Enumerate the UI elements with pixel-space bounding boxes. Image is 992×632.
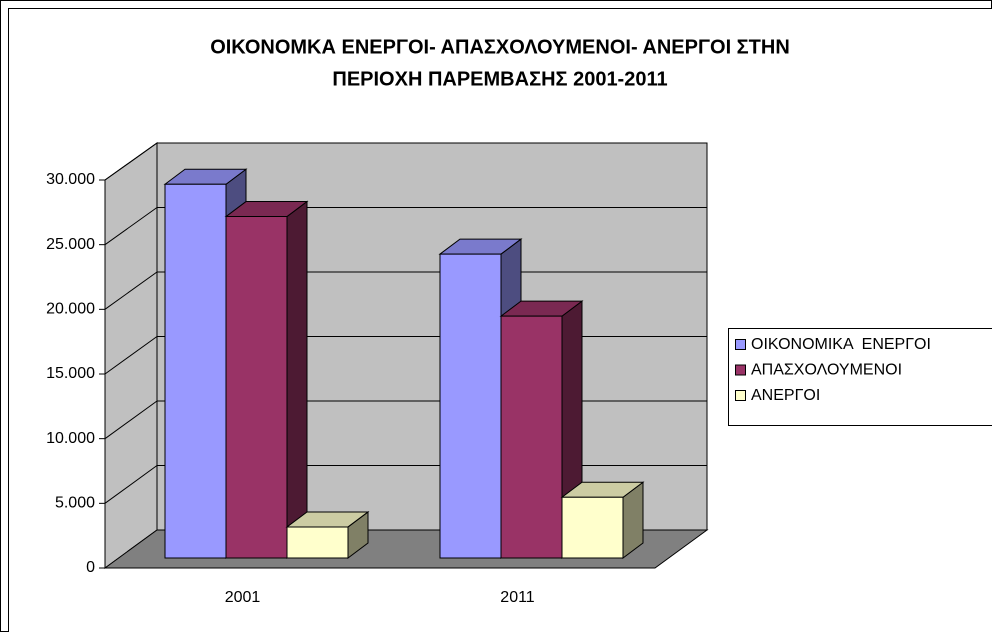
legend-swatch — [735, 364, 746, 376]
bar-front — [561, 496, 624, 559]
chart-title: ΟΙΚΟΝΟΜΚΑ ΕΝΕΡΓΟΙ- ΑΠΑΣΧΟΛΟΥΜΕΝΟΙ- ΑΝΕΡΓ… — [210, 36, 790, 58]
grid-line — [104, 400, 158, 440]
grid-line — [104, 336, 158, 375]
bar-front — [225, 216, 288, 559]
bar — [560, 481, 645, 559]
legend-label: ΟΙΚΟΝΟΜΙΚΑ ΕΝΕΡΓΟΙ — [751, 336, 931, 353]
chart-title: ΠΕΡΙΟΧΗ ΠΑΡΕΜΒΑΣΗΣ 2001-2011 — [332, 68, 667, 90]
legend-label: ΑΝΕΡΓΟΙ — [751, 387, 820, 404]
legend-swatch — [735, 390, 746, 401]
bar-front — [500, 315, 563, 559]
bar-front — [286, 526, 349, 559]
bar-front — [439, 253, 502, 559]
grid-line — [104, 142, 158, 181]
x-tick-label: 2001 — [225, 589, 261, 606]
bar-front — [164, 183, 227, 559]
x-tick-label: 2011 — [500, 589, 535, 606]
grid-line — [104, 271, 158, 310]
y-tick-label: 0 — [86, 559, 95, 576]
legend — [728, 328, 992, 426]
y-tick-label: 20.000 — [46, 301, 95, 318]
bar-side — [286, 200, 308, 559]
y-tick-label: 30.000 — [46, 171, 95, 188]
y-tick-label: 10.000 — [46, 430, 95, 447]
bar — [224, 200, 309, 559]
grid-line — [104, 207, 158, 246]
y-tick-label: 15.000 — [46, 365, 95, 382]
grid-line — [104, 465, 158, 504]
legend-label: ΑΠΑΣΧΟΛΟΥΜΕΝΟΙ — [751, 362, 902, 379]
y-tick-label: 25.000 — [46, 236, 95, 253]
legend-swatch — [735, 339, 746, 350]
bar — [285, 510, 370, 559]
y-tick-label: 5.000 — [55, 495, 95, 512]
